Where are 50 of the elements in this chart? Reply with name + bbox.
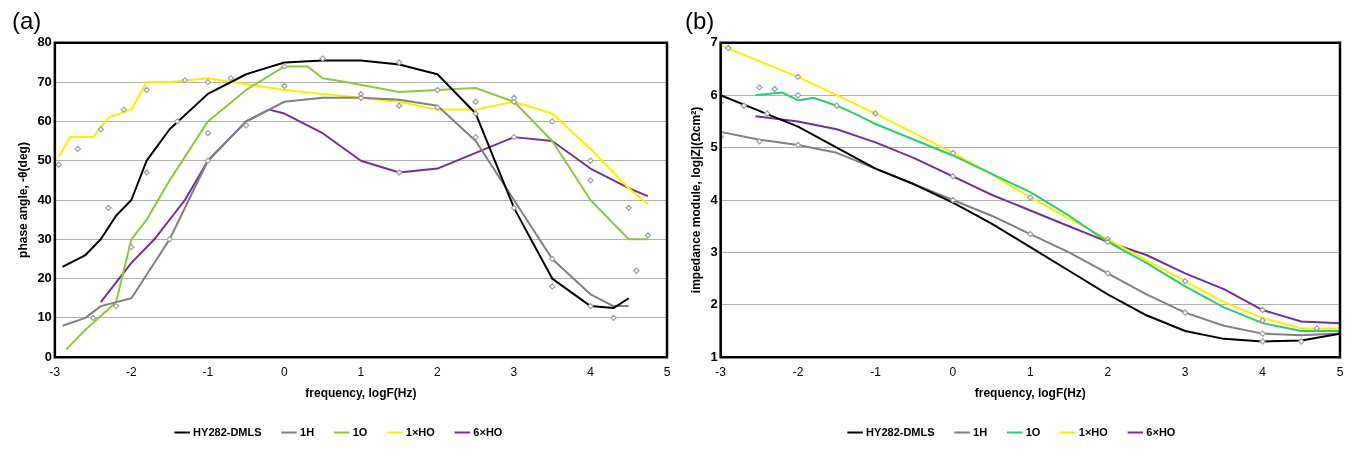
y-tick-label: 50	[37, 152, 52, 168]
y-tick-label: 4	[710, 191, 719, 207]
x-tick-label: -1	[202, 364, 214, 379]
y-tick-label: 10	[37, 309, 52, 325]
x-tick-label: 0	[281, 364, 289, 379]
x-tick-label: -2	[126, 364, 138, 379]
x-tick-label: -2	[792, 364, 804, 379]
y-axis-title: impedance module, log|Z|(Ωcm²)	[688, 106, 703, 294]
legend-label: 1H	[300, 425, 315, 438]
x-tick-label: 4	[1259, 364, 1267, 379]
x-tick-label: 0	[949, 364, 957, 379]
y-tick-label: 80	[37, 34, 52, 50]
x-tick-label: -3	[49, 364, 61, 379]
y-tick-label: 5	[710, 139, 718, 155]
y-tick-label: 3	[710, 243, 718, 259]
y-tick-label: 6	[710, 86, 718, 102]
x-tick-label: 5	[1336, 364, 1344, 379]
y-tick-label: 70	[37, 73, 52, 89]
legend-label: 1O	[1025, 425, 1041, 438]
legend-label: 6×HO	[473, 425, 503, 438]
x-tick-label: 4	[587, 364, 595, 379]
legend-label: 1O	[352, 425, 368, 438]
x-tick-label: -3	[715, 364, 727, 379]
y-tick-label: 20	[37, 270, 52, 286]
legend-label: 6×HO	[1146, 425, 1176, 438]
x-tick-label: 3	[1181, 364, 1189, 379]
x-tick-label: 2	[434, 364, 442, 379]
y-tick-label: 2	[710, 296, 718, 312]
legend-label: HY282-DMLS	[193, 425, 262, 438]
y-tick-label: 0	[44, 348, 52, 364]
legend-label: 1×HO	[405, 425, 436, 438]
legend-label: 1×HO	[1078, 425, 1109, 438]
y-tick-label: 40	[37, 191, 52, 207]
y-tick-label: 7	[710, 34, 718, 50]
chart-title: (b)	[685, 7, 715, 35]
y-tick-label: 1	[710, 348, 718, 364]
x-tick-label: 5	[663, 364, 671, 379]
y-tick-label: 30	[37, 230, 52, 246]
x-tick-label: 1	[1026, 364, 1034, 379]
x-tick-label: 3	[510, 364, 518, 379]
chart-title: (a)	[12, 7, 42, 35]
y-axis-title: phase angle, -θ(deg)	[15, 142, 30, 258]
x-tick-label: -1	[870, 364, 882, 379]
legend-label: 1H	[973, 425, 988, 438]
y-tick-label: 60	[37, 112, 52, 128]
x-axis-title: frequency, logF(Hz)	[305, 386, 417, 401]
legend-label: HY282-DMLS	[866, 425, 935, 438]
x-tick-label: 2	[1104, 364, 1112, 379]
x-axis-title: frequency, logF(Hz)	[974, 386, 1086, 401]
x-tick-label: 1	[357, 364, 365, 379]
